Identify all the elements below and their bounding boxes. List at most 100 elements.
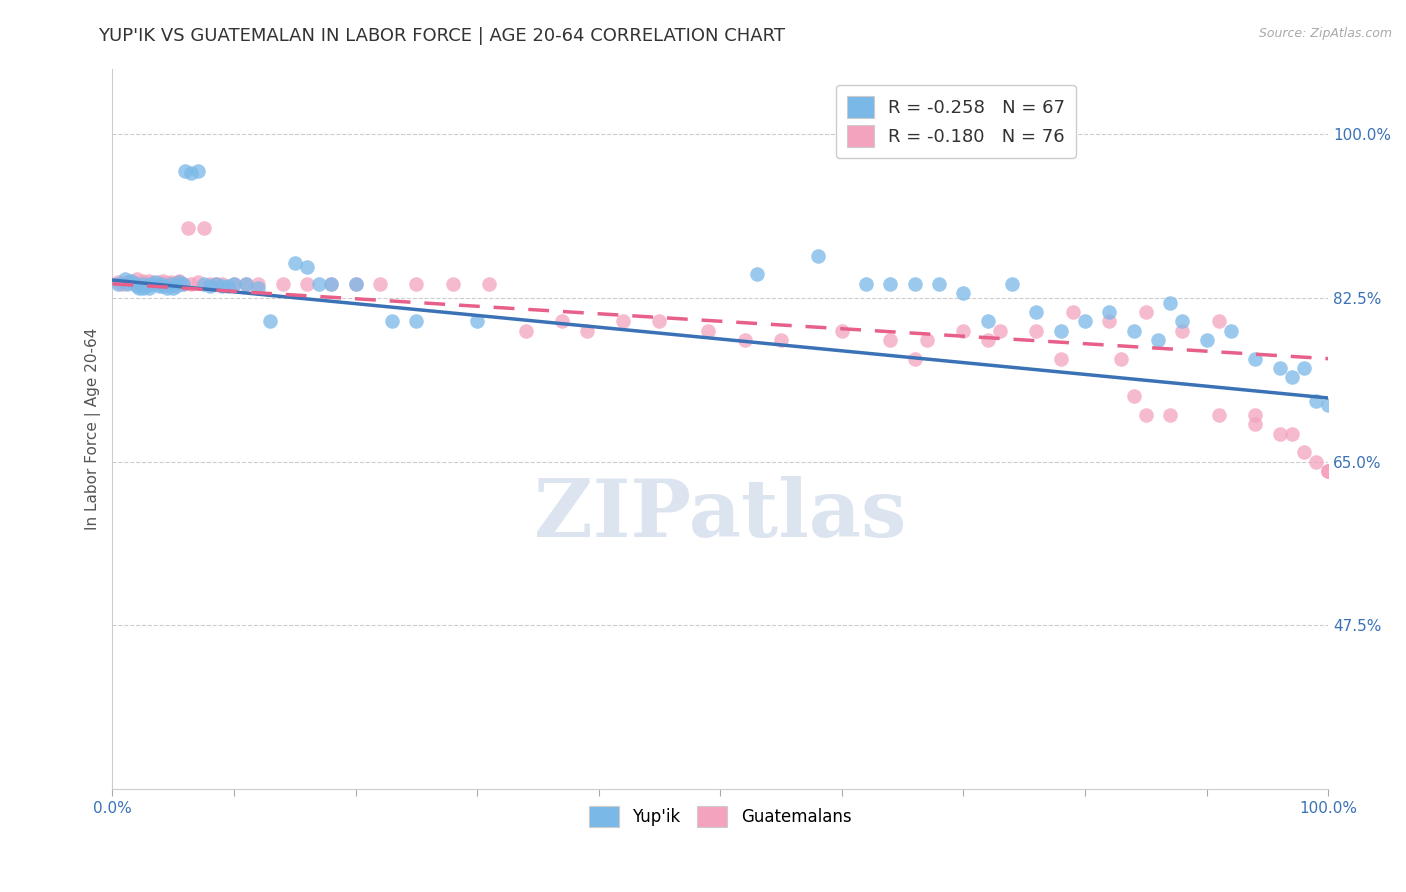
Point xyxy=(132,274,155,288)
Point xyxy=(235,277,257,291)
Point xyxy=(247,280,270,294)
Point xyxy=(612,314,634,328)
Point xyxy=(1098,314,1121,328)
Point xyxy=(1135,408,1157,422)
Point xyxy=(120,274,142,288)
Point xyxy=(1317,464,1340,478)
Point xyxy=(172,277,194,291)
Point xyxy=(1305,393,1327,408)
Point xyxy=(441,277,464,291)
Point xyxy=(125,272,148,286)
Point xyxy=(1317,399,1340,413)
Point xyxy=(159,275,181,289)
Text: Source: ZipAtlas.com: Source: ZipAtlas.com xyxy=(1258,27,1392,40)
Point xyxy=(135,277,157,291)
Point xyxy=(952,286,974,301)
Point xyxy=(114,276,136,290)
Point xyxy=(193,220,215,235)
Point xyxy=(115,275,138,289)
Point xyxy=(405,277,427,291)
Point xyxy=(141,276,163,290)
Point xyxy=(165,276,187,290)
Point xyxy=(198,277,221,291)
Point xyxy=(247,277,270,291)
Point xyxy=(159,277,181,291)
Point xyxy=(1171,314,1194,328)
Point xyxy=(114,272,136,286)
Point xyxy=(107,277,129,291)
Point xyxy=(162,277,184,291)
Point xyxy=(138,280,160,294)
Point xyxy=(1305,455,1327,469)
Point xyxy=(177,220,200,235)
Point xyxy=(321,277,343,291)
Point xyxy=(198,278,221,293)
Point xyxy=(1135,305,1157,319)
Point xyxy=(135,278,157,293)
Point xyxy=(806,249,828,263)
Point xyxy=(855,277,877,291)
Point xyxy=(1171,324,1194,338)
Point xyxy=(169,274,191,288)
Point xyxy=(128,276,150,290)
Point xyxy=(174,164,197,178)
Point xyxy=(1292,445,1315,459)
Point xyxy=(222,277,245,291)
Point xyxy=(1159,408,1181,422)
Point xyxy=(344,277,367,291)
Point xyxy=(235,277,257,291)
Point xyxy=(107,275,129,289)
Point xyxy=(1281,370,1303,384)
Point xyxy=(271,277,294,291)
Point xyxy=(169,275,191,289)
Point xyxy=(1098,305,1121,319)
Point xyxy=(172,277,194,291)
Point xyxy=(132,277,155,291)
Point xyxy=(1244,417,1267,432)
Point xyxy=(1208,408,1230,422)
Point xyxy=(152,278,174,293)
Point xyxy=(150,277,173,291)
Point xyxy=(1049,351,1071,366)
Point xyxy=(405,314,427,328)
Point xyxy=(1244,408,1267,422)
Point xyxy=(1062,305,1084,319)
Point xyxy=(575,324,598,338)
Point xyxy=(125,278,148,293)
Point xyxy=(551,314,574,328)
Point xyxy=(148,278,170,293)
Point xyxy=(648,314,671,328)
Point xyxy=(321,277,343,291)
Point xyxy=(368,277,391,291)
Point xyxy=(904,277,927,291)
Point xyxy=(115,277,138,291)
Point xyxy=(977,314,1000,328)
Point xyxy=(1122,324,1144,338)
Point xyxy=(734,333,756,347)
Point xyxy=(124,276,146,290)
Point xyxy=(515,324,537,338)
Point xyxy=(132,281,155,295)
Point xyxy=(1147,333,1170,347)
Point xyxy=(1219,324,1241,338)
Point xyxy=(904,351,927,366)
Point xyxy=(124,277,146,291)
Point xyxy=(831,324,853,338)
Point xyxy=(128,280,150,294)
Point xyxy=(186,164,208,178)
Point xyxy=(143,277,166,291)
Point xyxy=(928,277,950,291)
Point xyxy=(284,256,307,270)
Point xyxy=(879,333,901,347)
Point xyxy=(1159,295,1181,310)
Point xyxy=(295,260,318,274)
Point xyxy=(141,277,163,291)
Point xyxy=(1208,314,1230,328)
Point xyxy=(977,333,1000,347)
Point xyxy=(111,277,134,291)
Point xyxy=(156,281,179,295)
Legend: Yup'ik, Guatemalans: Yup'ik, Guatemalans xyxy=(581,798,859,835)
Point xyxy=(204,277,226,291)
Point xyxy=(180,277,202,291)
Point xyxy=(1281,426,1303,441)
